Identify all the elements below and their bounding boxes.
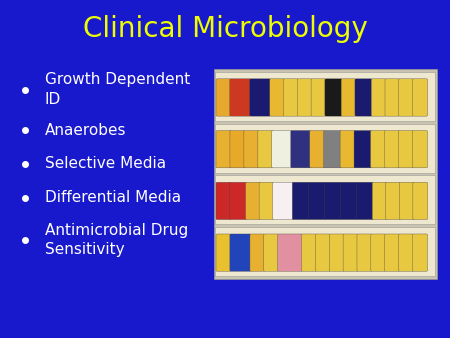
FancyBboxPatch shape bbox=[291, 130, 311, 168]
FancyBboxPatch shape bbox=[297, 79, 312, 116]
FancyBboxPatch shape bbox=[302, 234, 316, 271]
FancyBboxPatch shape bbox=[413, 182, 428, 220]
FancyBboxPatch shape bbox=[216, 234, 231, 271]
FancyBboxPatch shape bbox=[413, 234, 428, 271]
Bar bbox=[215, 72, 435, 121]
FancyBboxPatch shape bbox=[355, 79, 373, 116]
Text: Anaerobes: Anaerobes bbox=[45, 123, 126, 138]
FancyBboxPatch shape bbox=[343, 234, 358, 271]
FancyBboxPatch shape bbox=[386, 182, 400, 220]
FancyBboxPatch shape bbox=[399, 79, 414, 116]
FancyBboxPatch shape bbox=[315, 234, 330, 271]
FancyBboxPatch shape bbox=[278, 234, 303, 271]
Bar bbox=[215, 124, 435, 173]
FancyBboxPatch shape bbox=[399, 234, 414, 271]
FancyBboxPatch shape bbox=[412, 130, 427, 168]
FancyBboxPatch shape bbox=[398, 130, 414, 168]
FancyBboxPatch shape bbox=[357, 234, 372, 271]
FancyBboxPatch shape bbox=[250, 234, 265, 271]
FancyBboxPatch shape bbox=[230, 234, 251, 271]
FancyBboxPatch shape bbox=[230, 130, 245, 168]
FancyBboxPatch shape bbox=[230, 79, 251, 116]
Bar bbox=[215, 175, 435, 224]
FancyBboxPatch shape bbox=[258, 130, 273, 168]
FancyBboxPatch shape bbox=[292, 182, 310, 220]
FancyBboxPatch shape bbox=[216, 182, 231, 220]
FancyBboxPatch shape bbox=[310, 130, 325, 168]
FancyBboxPatch shape bbox=[284, 79, 298, 116]
FancyBboxPatch shape bbox=[270, 79, 285, 116]
FancyBboxPatch shape bbox=[356, 182, 374, 220]
FancyBboxPatch shape bbox=[354, 130, 372, 168]
Bar bbox=[214, 69, 436, 279]
FancyBboxPatch shape bbox=[250, 79, 271, 116]
FancyBboxPatch shape bbox=[325, 79, 342, 116]
FancyBboxPatch shape bbox=[371, 234, 386, 271]
FancyBboxPatch shape bbox=[370, 130, 386, 168]
FancyBboxPatch shape bbox=[216, 79, 231, 116]
FancyBboxPatch shape bbox=[311, 79, 326, 116]
Text: Selective Media: Selective Media bbox=[45, 156, 166, 171]
FancyBboxPatch shape bbox=[372, 182, 387, 220]
FancyBboxPatch shape bbox=[230, 182, 247, 220]
FancyBboxPatch shape bbox=[308, 182, 325, 220]
FancyBboxPatch shape bbox=[385, 79, 400, 116]
FancyBboxPatch shape bbox=[399, 182, 414, 220]
FancyBboxPatch shape bbox=[329, 234, 344, 271]
FancyBboxPatch shape bbox=[216, 130, 231, 168]
FancyBboxPatch shape bbox=[340, 130, 355, 168]
FancyBboxPatch shape bbox=[384, 130, 400, 168]
FancyBboxPatch shape bbox=[273, 182, 293, 220]
FancyBboxPatch shape bbox=[371, 79, 386, 116]
FancyBboxPatch shape bbox=[244, 130, 259, 168]
FancyBboxPatch shape bbox=[324, 182, 342, 220]
FancyBboxPatch shape bbox=[246, 182, 261, 220]
FancyBboxPatch shape bbox=[264, 234, 279, 271]
FancyBboxPatch shape bbox=[324, 130, 341, 168]
FancyBboxPatch shape bbox=[341, 79, 356, 116]
FancyBboxPatch shape bbox=[272, 130, 292, 168]
FancyBboxPatch shape bbox=[413, 79, 428, 116]
FancyBboxPatch shape bbox=[259, 182, 274, 220]
Text: Growth Dependent
ID: Growth Dependent ID bbox=[45, 72, 190, 107]
Text: Differential Media: Differential Media bbox=[45, 190, 181, 205]
Text: Antimicrobial Drug
Sensitivity: Antimicrobial Drug Sensitivity bbox=[45, 223, 188, 257]
Bar bbox=[215, 227, 435, 276]
FancyBboxPatch shape bbox=[385, 234, 400, 271]
FancyBboxPatch shape bbox=[340, 182, 357, 220]
Text: Clinical Microbiology: Clinical Microbiology bbox=[83, 15, 367, 43]
